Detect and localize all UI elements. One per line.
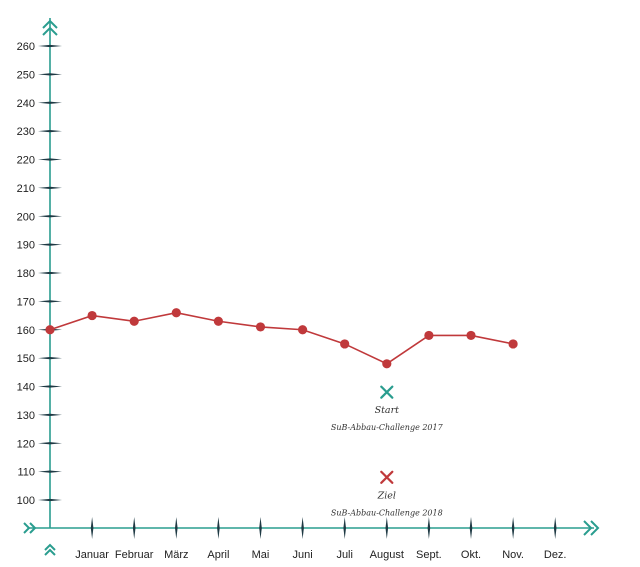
data-point [508,339,518,349]
x-tick-mark [427,517,431,539]
x-tick-mark [175,517,178,539]
x-tick-label: Februar [115,549,154,561]
x-marker-icon [380,385,394,399]
x-axis-arrow-icon [583,520,593,536]
y-tick-mark [38,442,62,445]
data-point [255,322,266,332]
y-tick-label: 120 [17,438,35,450]
x-tick-label: Sept. [416,549,442,561]
y-tick-label: 100 [17,495,35,507]
x-axis-fletching-icon [23,522,31,534]
x-tick-label: Mai [252,549,270,561]
y-tick-mark [38,186,62,189]
x-axis-arrow-icon [590,520,600,536]
x-axis-fletching-icon [29,522,37,534]
x-tick-mark [90,517,94,539]
y-axis-arrow-icon [42,19,58,29]
x-tick-mark [217,517,220,539]
y-tick-label: 210 [17,183,35,195]
annotation-subtitle: SuB-Abbau-Challenge 2017 [331,423,444,432]
y-axis-fletching-icon [44,548,56,556]
x-tick-mark [259,517,262,539]
y-tick-mark [38,44,62,48]
data-point [424,330,434,341]
y-tick-mark [38,271,62,275]
x-tick-label: Okt. [461,549,481,561]
annotation-title: Start [375,405,400,416]
x-tick-mark [553,517,557,539]
y-tick-mark [38,498,62,502]
data-point [171,308,181,318]
y-tick-mark [38,243,62,246]
data-point [45,325,55,335]
x-tick-label: März [164,549,188,561]
y-tick-mark [38,385,62,388]
x-tick-label: Juli [336,549,353,561]
x-marker-icon [380,470,394,484]
y-tick-label: 150 [17,353,35,365]
y-tick-mark [38,101,62,104]
data-point [340,339,350,349]
annotation-marker [380,385,394,399]
y-tick-label: 240 [17,98,35,110]
data-point [213,316,223,326]
y-tick-mark [38,357,62,360]
annotation-marker [380,470,394,484]
data-point [298,325,308,335]
y-tick-mark [38,300,62,303]
chart-axes [23,18,600,556]
y-tick-mark [38,73,62,76]
y-tick-label: 200 [17,211,35,223]
y-axis-fletching-icon [44,543,56,551]
x-tick-label: Dez. [544,549,567,561]
y-tick-label: 230 [17,126,35,138]
y-tick-label: 190 [17,240,35,252]
x-tick-mark [343,517,346,539]
series-line [49,311,514,365]
y-axis-ticks: 100 110 120 130 140 150 160 170 180 190 200 210 220 2… [17,41,62,507]
x-tick-label: August [370,549,404,561]
series-group [45,308,518,369]
x-tick-mark [511,517,515,539]
y-tick-label: 180 [17,268,35,280]
y-tick-label: 220 [17,155,35,167]
x-tick-label: Juni [293,549,313,561]
y-tick-mark [38,470,62,473]
y-axis-arrow-icon [42,26,58,36]
y-tick-label: 160 [17,325,35,337]
x-tick-label: April [207,549,229,561]
y-tick-label: 130 [17,410,35,422]
y-tick-mark [38,215,62,218]
y-tick-label: 110 [17,467,35,479]
data-point [382,359,392,369]
y-tick-mark [38,158,62,161]
y-tick-mark [38,130,62,133]
y-tick-label: 140 [17,382,35,394]
x-tick-mark [469,517,473,539]
annotation-subtitle: SuB-Abbau-Challenge 2018 [331,508,443,517]
x-axis-ticks: Januar Februar März April Mai Juni Juli August S… [75,517,567,561]
x-tick-mark [132,517,136,539]
data-point [87,310,97,321]
x-tick-mark [385,517,389,539]
data-point [129,316,139,326]
y-tick-mark [38,413,62,416]
data-point [466,330,476,341]
x-tick-label: Januar [75,549,109,561]
y-tick-label: 260 [17,41,35,53]
x-tick-label: Nov. [502,549,524,561]
annotations-group: Start SuB-Abbau-Challenge 2017 Ziel SuB-Abb… [331,385,444,517]
annotation-title: Ziel [377,490,396,501]
y-tick-label: 170 [17,296,35,308]
x-tick-mark [301,517,304,539]
y-tick-label: 250 [17,69,35,81]
